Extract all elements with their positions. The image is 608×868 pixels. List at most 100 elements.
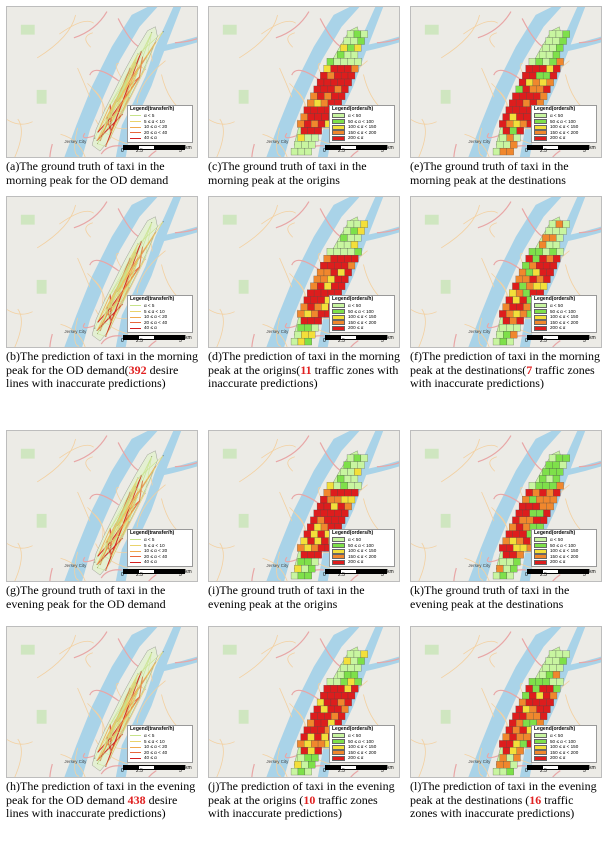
legend-item: 150 ≤ α < 200	[534, 130, 594, 136]
legend-swatch	[130, 115, 141, 117]
map-figure: Jersey City Legend(orders/h) α < 50 50 ≤ α …	[410, 626, 602, 778]
legend-swatch	[534, 542, 547, 548]
svg-text:Jersey City: Jersey City	[266, 329, 289, 334]
legend-swatch	[534, 733, 547, 739]
legend-swatch	[534, 559, 547, 565]
legend-label: 50 ≤ α < 100	[348, 738, 374, 744]
legend-label: α < 5	[144, 303, 155, 309]
legend-item: 200 ≤ α	[332, 325, 392, 331]
map-legend: Legend(orders/h) α < 50 50 ≤ α < 100 100 ≤ …	[531, 529, 597, 567]
map-legend: Legend(orders/h) α < 50 50 ≤ α < 100 100 ≤ …	[329, 105, 395, 143]
legend-item: 50 ≤ α < 100	[332, 309, 392, 315]
legend-swatch	[130, 310, 141, 312]
legend-label: 150 ≤ α < 200	[550, 553, 579, 559]
legend-swatch	[130, 322, 141, 324]
legend-label: 100 ≤ α < 150	[550, 744, 579, 750]
legend-title: Legend(transfer/h)	[130, 530, 175, 537]
svg-text:Jersey City: Jersey City	[468, 563, 491, 568]
legend-label: 200 ≤ α	[348, 559, 364, 565]
legend-item: 200 ≤ α	[534, 559, 594, 565]
legend-label: α < 5	[144, 113, 155, 119]
legend-swatch	[534, 554, 547, 560]
legend-label: 10 ≤ α < 20	[144, 744, 168, 750]
legend-label: 150 ≤ α < 200	[348, 129, 377, 135]
legend-item: 100 ≤ α < 150	[332, 124, 392, 130]
legend-swatch	[534, 320, 547, 326]
map-figure: Jersey City Legend(orders/h) α < 50 50 ≤ α …	[208, 430, 400, 582]
panel-caption: (d)The prediction of taxi in the morning…	[208, 349, 400, 390]
panel-i: Jersey City Legend(orders/h) α < 50 50 ≤ α …	[208, 430, 400, 611]
legend-label: 10 ≤ α < 20	[144, 124, 168, 130]
svg-text:Jersey City: Jersey City	[64, 563, 87, 568]
panel-c: Jersey City Legend(orders/h) α < 50 50 ≤ α …	[208, 6, 400, 187]
legend-swatch	[130, 757, 141, 759]
legend-swatch	[534, 130, 547, 136]
legend-label: 10 ≤ α < 20	[144, 548, 168, 554]
map-legend: Legend(orders/h) α < 50 50 ≤ α < 100 100 ≤ …	[531, 725, 597, 763]
legend-item: α < 50	[332, 733, 392, 739]
legend-item: α < 50	[332, 113, 392, 119]
legend-swatch	[534, 118, 547, 124]
legend-item: 5 ≤ α < 10	[130, 543, 190, 549]
legend-label: 200 ≤ α	[550, 559, 566, 565]
legend-label: 50 ≤ α < 100	[348, 308, 374, 314]
legend-swatch	[534, 744, 547, 750]
legend-label: 5 ≤ α < 10	[144, 542, 165, 548]
legend-swatch	[332, 303, 345, 309]
scale-bar: 0 2.5 5 km	[323, 145, 394, 154]
legend-title: Legend(transfer/h)	[130, 106, 175, 113]
map-canvas: Jersey City	[209, 7, 399, 157]
legend-item: 150 ≤ α < 200	[332, 130, 392, 136]
legend-label: 20 ≤ α < 40	[144, 553, 168, 559]
legend-label: 5 ≤ α < 10	[144, 738, 165, 744]
legend-label: 200 ≤ α	[550, 325, 566, 331]
legend-title: Legend(orders/h)	[332, 530, 374, 537]
legend-item: 20 ≤ α < 40	[130, 320, 190, 326]
legend-title: Legend(transfer/h)	[130, 296, 175, 303]
legend-label: α < 50	[348, 303, 362, 309]
scale-bar: 0 2.5 5 km	[323, 569, 394, 578]
legend-title: Legend(orders/h)	[332, 296, 374, 303]
legend-item: 200 ≤ α	[534, 325, 594, 331]
legend-label: 50 ≤ α < 100	[348, 542, 374, 548]
panel-caption: (e)The ground truth of taxi in the morni…	[410, 159, 569, 187]
legend-item: 200 ≤ α	[332, 135, 392, 141]
panel-caption: (i)The ground truth of taxi in the eveni…	[208, 583, 365, 611]
legend-swatch	[130, 132, 141, 134]
svg-text:Jersey City: Jersey City	[468, 759, 491, 764]
legend-item: 150 ≤ α < 200	[534, 554, 594, 560]
legend-label: α < 50	[348, 113, 362, 119]
legend-title: Legend(orders/h)	[534, 726, 576, 733]
legend-item: 50 ≤ α < 100	[534, 739, 594, 745]
legend-label: 100 ≤ α < 150	[348, 548, 377, 554]
map-canvas: Jersey City	[411, 431, 601, 581]
legend-title: Legend(orders/h)	[534, 530, 576, 537]
legend-swatch	[130, 539, 141, 541]
legend-item: α < 5	[130, 303, 190, 309]
scale-bar: 0 2.5 5 km	[525, 765, 596, 774]
legend-label: 50 ≤ α < 100	[550, 118, 576, 124]
map-figure: Jersey City Legend(orders/h) α < 50 50 ≤ α …	[208, 196, 400, 348]
legend-item: 40 ≤ α	[130, 559, 190, 565]
legend-title: Legend(orders/h)	[534, 106, 576, 113]
legend-item: 200 ≤ α	[534, 135, 594, 141]
legend-label: 200 ≤ α	[348, 325, 364, 331]
legend-swatch	[332, 537, 345, 543]
legend-swatch	[332, 135, 345, 141]
panel-j: Jersey City Legend(orders/h) α < 50 50 ≤ α …	[208, 626, 400, 821]
legend-item: α < 50	[534, 303, 594, 309]
legend-item: 40 ≤ α	[130, 135, 190, 141]
legend-label: 150 ≤ α < 200	[348, 319, 377, 325]
legend-swatch	[332, 738, 345, 744]
legend-title: Legend(orders/h)	[332, 106, 374, 113]
legend-item: 20 ≤ α < 40	[130, 554, 190, 560]
legend-label: α < 50	[550, 537, 564, 543]
legend-label: 100 ≤ α < 150	[550, 548, 579, 554]
map-legend: Legend(orders/h) α < 50 50 ≤ α < 100 100 ≤ …	[329, 295, 395, 333]
legend-item: 10 ≤ α < 20	[130, 314, 190, 320]
legend-label: 40 ≤ α	[144, 325, 157, 331]
